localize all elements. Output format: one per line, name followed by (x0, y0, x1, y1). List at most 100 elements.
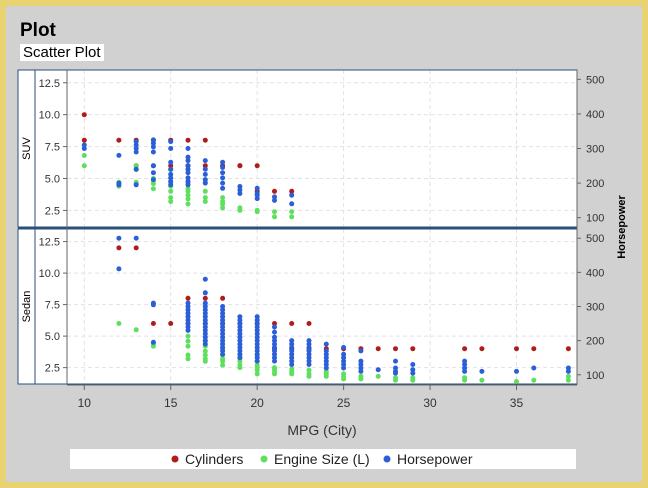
data-point (168, 182, 174, 188)
data-point (185, 182, 191, 188)
data-point (202, 188, 208, 194)
data-point (202, 166, 208, 172)
data-point (341, 362, 347, 367)
data-point (323, 341, 329, 347)
data-point (479, 368, 485, 374)
data-point (133, 146, 139, 151)
data-point (393, 375, 398, 381)
data-point (185, 175, 191, 181)
data-point (81, 163, 87, 169)
data-point (289, 201, 295, 207)
data-point (150, 140, 156, 146)
data-point (116, 182, 122, 188)
data-point (133, 142, 139, 148)
data-point (168, 159, 174, 165)
data-point (272, 358, 277, 364)
data-point (393, 370, 398, 376)
data-point (202, 177, 208, 183)
data-point (185, 352, 191, 358)
data-point (220, 159, 226, 165)
data-point (237, 338, 243, 344)
data-point (185, 192, 191, 198)
x-tick-label: 35 (510, 396, 524, 410)
data-point (462, 375, 468, 381)
data-point (272, 188, 277, 194)
data-point (220, 338, 226, 344)
data-point (150, 144, 156, 150)
data-point (202, 276, 208, 282)
y-tick-label: 12.5 (39, 237, 60, 249)
data-point (565, 377, 571, 383)
data-point (254, 358, 260, 364)
data-point (220, 356, 226, 362)
data-point (202, 290, 208, 296)
data-point (254, 196, 260, 202)
y-tick-label: 7.5 (45, 142, 60, 154)
data-point (410, 346, 416, 352)
data-point (202, 195, 208, 201)
data-point (237, 355, 243, 361)
x-tick-label: 20 (250, 396, 264, 410)
data-point (185, 170, 191, 176)
data-point (237, 187, 243, 193)
data-point (531, 346, 537, 352)
data-point (306, 371, 312, 377)
data-point (220, 170, 226, 176)
data-point (254, 314, 260, 320)
y-tick-label: 2.5 (45, 363, 60, 375)
data-point (323, 365, 329, 371)
data-point (254, 362, 260, 368)
data-point (237, 314, 243, 320)
y2-tick-label: 400 (586, 267, 604, 279)
data-point (341, 365, 347, 371)
data-point (185, 343, 191, 349)
data-point (133, 163, 139, 169)
y-tick-label: 7.5 (45, 300, 60, 312)
data-point (358, 362, 364, 367)
data-point (254, 371, 260, 377)
x-tick-label: 15 (164, 396, 178, 410)
data-point (202, 352, 208, 358)
data-point (289, 366, 295, 372)
data-point (202, 163, 208, 169)
data-point (565, 373, 571, 379)
data-point (220, 185, 226, 191)
data-point (220, 295, 226, 301)
data-point (116, 235, 122, 241)
data-point (81, 137, 87, 143)
data-point (272, 209, 277, 215)
data-point (168, 175, 174, 181)
data-point (168, 188, 174, 194)
data-point (272, 214, 277, 220)
data-point (202, 295, 208, 301)
legend-marker (260, 455, 268, 463)
data-point (202, 199, 208, 204)
data-point (272, 338, 277, 344)
y-tick-label: 5.0 (45, 331, 60, 343)
data-point (375, 367, 381, 373)
data-point (272, 321, 277, 326)
y2-tick-label: 100 (586, 370, 604, 382)
data-point (202, 341, 208, 347)
data-point (289, 188, 295, 194)
data-point (202, 356, 208, 362)
data-point (220, 195, 226, 201)
data-point (479, 346, 485, 352)
data-point (237, 184, 243, 189)
data-point (531, 377, 537, 383)
data-point (150, 339, 156, 345)
data-point (306, 367, 312, 373)
data-point (306, 362, 312, 367)
data-point (116, 321, 122, 326)
data-point (306, 338, 312, 344)
data-point (202, 348, 208, 354)
y2-axis-label: Horsepower (616, 194, 628, 258)
data-point (168, 199, 174, 204)
data-point (254, 163, 260, 169)
legend-marker (171, 455, 179, 463)
data-point (254, 185, 260, 191)
data-point (150, 170, 156, 176)
data-point (81, 112, 87, 118)
data-point (81, 153, 87, 158)
